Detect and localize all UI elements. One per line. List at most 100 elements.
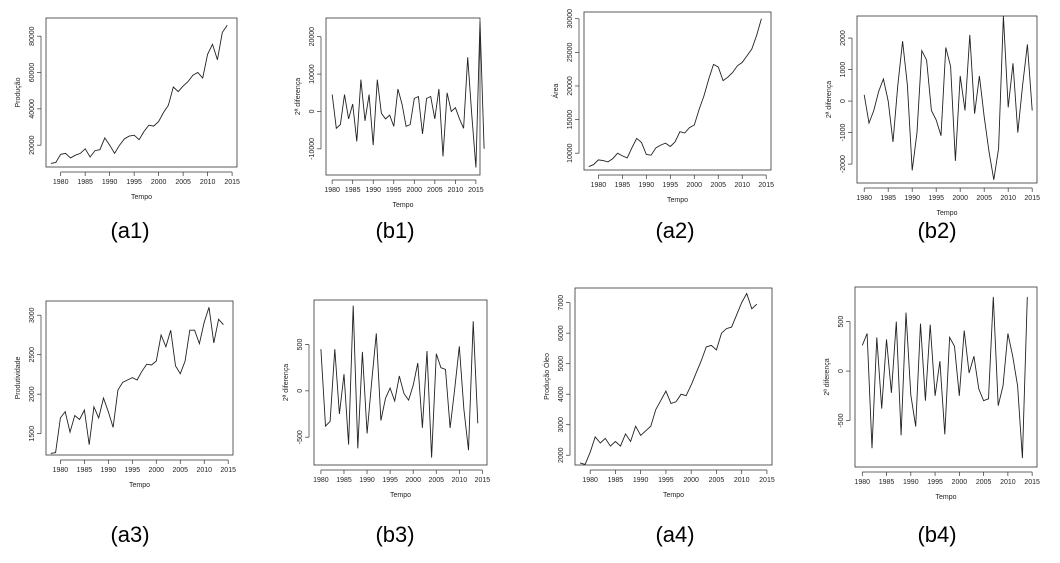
x-tick-label: 2005 <box>172 467 188 474</box>
plot-frame <box>856 15 1038 184</box>
chart-b3: 1980 1985 1990 1995 2000 2005 2010 2015 -500 0 500… <box>283 299 491 547</box>
y-tick-label: -2000 <box>840 155 847 173</box>
y-tick-label: -10000 <box>309 138 316 160</box>
x-tick-label: 1990 <box>904 195 920 202</box>
x-tick-label: 1980 <box>582 477 598 484</box>
x-tick-label: 1995 <box>382 477 398 484</box>
x-tick-label: 1995 <box>386 187 402 194</box>
x-tick-label: 2000 <box>151 179 167 186</box>
y-tick-label: 0 <box>840 99 847 103</box>
y-tick-label: 3000 <box>29 307 36 323</box>
x-tick-label: 1985 <box>879 479 895 486</box>
plot-frame <box>45 300 234 456</box>
panel-label: (a3) <box>110 522 149 547</box>
x-tick-label: 2015 <box>224 179 240 186</box>
x-tick-label: 2000 <box>952 479 968 486</box>
y-tick-label: 7000 <box>558 295 565 311</box>
x-tick-label: 1985 <box>608 477 624 484</box>
x-axis-title: Tempo <box>131 194 152 201</box>
y-tick-label: 0 <box>309 109 316 113</box>
chart-a1: 1980 1985 1990 1995 2000 2005 2010 2015 20000 400… <box>15 17 240 243</box>
x-tick-label: 2010 <box>734 477 750 484</box>
plot-frame <box>583 11 772 171</box>
chart-a3: 1980 1985 1990 1995 2000 2005 2010 2015 1500 2000… <box>15 300 236 547</box>
y-tick-label: 2000 <box>29 386 36 402</box>
x-tick-label: 2015 <box>468 187 484 194</box>
x-tick-label: 2005 <box>175 179 191 186</box>
y-tick-label: 0 <box>838 369 845 373</box>
y-tick-label: 5000 <box>558 356 565 372</box>
x-tick-label: 1995 <box>927 479 943 486</box>
y-tick-label: 2000 <box>558 447 565 463</box>
y-tick-label: 20000 <box>567 76 574 96</box>
series-line <box>861 296 1028 459</box>
x-tick-label: 2015 <box>758 182 774 189</box>
x-tick-label: 2005 <box>710 182 726 189</box>
y-tick-label: 20000 <box>309 27 316 47</box>
x-tick-label: 2015 <box>475 477 491 484</box>
series-line <box>331 21 485 168</box>
y-axis-title: 2ª diferença <box>283 364 290 401</box>
chart-a4: 1980 1985 1990 1995 2000 2005 2010 2015 2000 3000… <box>542 287 775 547</box>
series-line <box>50 25 228 164</box>
x-tick-label: 2010 <box>1000 479 1016 486</box>
series-line <box>863 15 1033 180</box>
panel-label: (b1) <box>375 218 414 243</box>
x-tick-label: 2000 <box>405 477 421 484</box>
panel-label: (b4) <box>917 522 956 547</box>
x-tick-label: 1990 <box>359 477 375 484</box>
x-axis-title: Tempo <box>392 202 413 209</box>
x-tick-label: 1990 <box>102 179 118 186</box>
x-tick-label: 2000 <box>683 477 699 484</box>
x-tick-label: 2005 <box>428 477 444 484</box>
y-tick-label: 6000 <box>558 325 565 341</box>
y-axis-title: Produtividade <box>15 356 22 399</box>
x-tick-label: 1985 <box>880 195 896 202</box>
y-tick-label: 40000 <box>29 99 36 119</box>
y-tick-label: 3000 <box>558 417 565 433</box>
panel-label: (b2) <box>917 218 956 243</box>
plot-frame <box>325 17 481 176</box>
series-line <box>50 307 224 454</box>
x-tick-label: 2010 <box>448 187 464 194</box>
x-axis-title: Tempo <box>935 494 956 501</box>
plot-frame <box>313 299 488 466</box>
x-tick-label: 1990 <box>633 477 649 484</box>
x-tick-label: 2010 <box>734 182 750 189</box>
y-tick-label: 15000 <box>567 110 574 130</box>
chart-b2: 1980 1985 1990 1995 2000 2005 2010 2015 -2000 -10… <box>826 15 1040 243</box>
plot-frame <box>854 286 1038 468</box>
x-tick-label: 2010 <box>452 477 468 484</box>
x-tick-label: 2000 <box>148 467 164 474</box>
x-tick-label: 1985 <box>77 179 93 186</box>
y-tick-label: -1000 <box>840 124 847 142</box>
panel-label: (a4) <box>655 522 694 547</box>
y-axis-title: Área <box>551 84 560 99</box>
panel-label: (a1) <box>110 218 149 243</box>
x-tick-label: 1985 <box>615 182 631 189</box>
x-tick-label: 1980 <box>313 477 329 484</box>
y-tick-label: 500 <box>297 339 304 351</box>
plot-frame <box>45 17 238 168</box>
x-tick-label: 2015 <box>220 467 236 474</box>
x-tick-label: 1995 <box>658 477 674 484</box>
x-tick-label: 1990 <box>101 467 117 474</box>
x-tick-label: 2010 <box>1000 195 1016 202</box>
x-tick-label: 2005 <box>976 195 992 202</box>
x-tick-label: 2015 <box>1024 195 1040 202</box>
x-tick-label: 1985 <box>345 187 361 194</box>
x-tick-label: 2010 <box>196 467 212 474</box>
x-tick-label: 2005 <box>976 479 992 486</box>
y-axis-title: 2ª diferença <box>824 358 831 395</box>
x-tick-label: 1990 <box>365 187 381 194</box>
x-tick-label: 2000 <box>952 195 968 202</box>
y-tick-label: 1500 <box>29 426 36 442</box>
y-axis-title: 2ª diferença <box>826 81 833 118</box>
y-tick-label: 25000 <box>567 43 574 63</box>
y-tick-label: 60000 <box>29 63 36 83</box>
x-tick-label: 2000 <box>686 182 702 189</box>
plot-frame <box>574 287 773 466</box>
x-tick-label: 1995 <box>125 467 141 474</box>
x-tick-label: 1985 <box>77 467 93 474</box>
x-tick-label: 1980 <box>591 182 607 189</box>
